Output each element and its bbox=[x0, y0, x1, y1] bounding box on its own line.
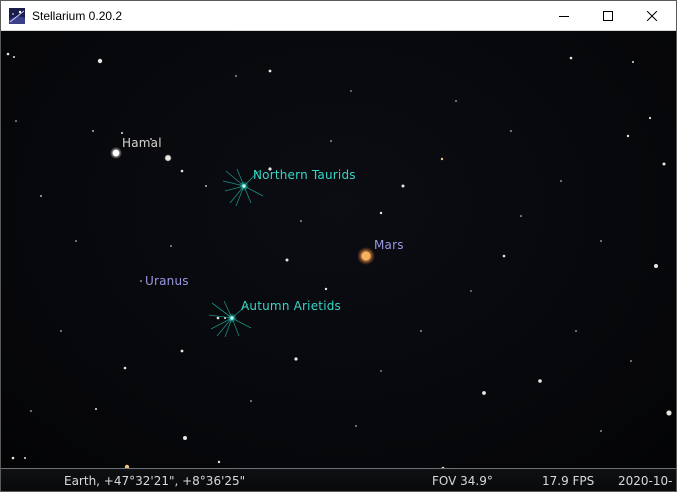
fov-readout: FOV 34.9° bbox=[432, 474, 493, 488]
minimize-icon bbox=[559, 16, 569, 17]
close-button[interactable] bbox=[629, 1, 675, 31]
window-title: Stellarium 0.20.2 bbox=[32, 9, 123, 23]
status-bar: Earth, +47°32'21", +8°36'25" FOV 34.9° 1… bbox=[1, 468, 676, 491]
title-bar[interactable]: Stellarium 0.20.2 bbox=[1, 1, 676, 31]
datetime-readout: 2020-10- bbox=[618, 474, 673, 488]
mars-planet[interactable] bbox=[357, 247, 375, 265]
northern-taurids-radiant[interactable] bbox=[222, 168, 264, 207]
uranus-label: Uranus bbox=[145, 274, 189, 288]
northern-taurids-label: Northern Taurids bbox=[253, 168, 356, 182]
close-icon bbox=[647, 11, 657, 21]
minimize-button[interactable] bbox=[541, 1, 587, 31]
hamal-star[interactable] bbox=[110, 147, 122, 159]
stellarium-app-icon bbox=[9, 8, 25, 24]
sky-view[interactable]: Hamal Northern Taurids Mars Uranus Autum… bbox=[1, 31, 676, 468]
autumn-arietids-radiant[interactable] bbox=[208, 300, 252, 338]
maximize-button[interactable] bbox=[585, 1, 631, 31]
maximize-icon bbox=[603, 11, 613, 21]
autumn-arietids-label: Autumn Arietids bbox=[241, 299, 342, 313]
mars-label: Mars bbox=[374, 238, 404, 252]
fps-readout: 17.9 FPS bbox=[542, 474, 595, 488]
star-field bbox=[6, 52, 673, 468]
sky-canvas bbox=[6, 52, 673, 468]
location-readout: Earth, +47°32'21", +8°36'25" bbox=[64, 474, 246, 488]
hamal-label: Hamal bbox=[122, 136, 162, 150]
